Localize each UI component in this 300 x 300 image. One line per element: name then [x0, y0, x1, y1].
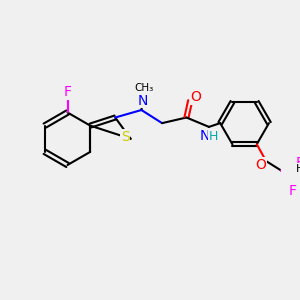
- Text: H: H: [296, 164, 300, 174]
- Text: O: O: [190, 90, 201, 104]
- Text: N: N: [137, 94, 148, 108]
- Text: S: S: [121, 130, 129, 144]
- Text: CH₃: CH₃: [135, 82, 154, 92]
- Text: H: H: [209, 130, 218, 143]
- Text: O: O: [255, 158, 266, 172]
- Text: F: F: [64, 85, 71, 99]
- Text: F: F: [288, 184, 296, 198]
- Text: F: F: [296, 156, 300, 170]
- Text: N: N: [200, 129, 210, 143]
